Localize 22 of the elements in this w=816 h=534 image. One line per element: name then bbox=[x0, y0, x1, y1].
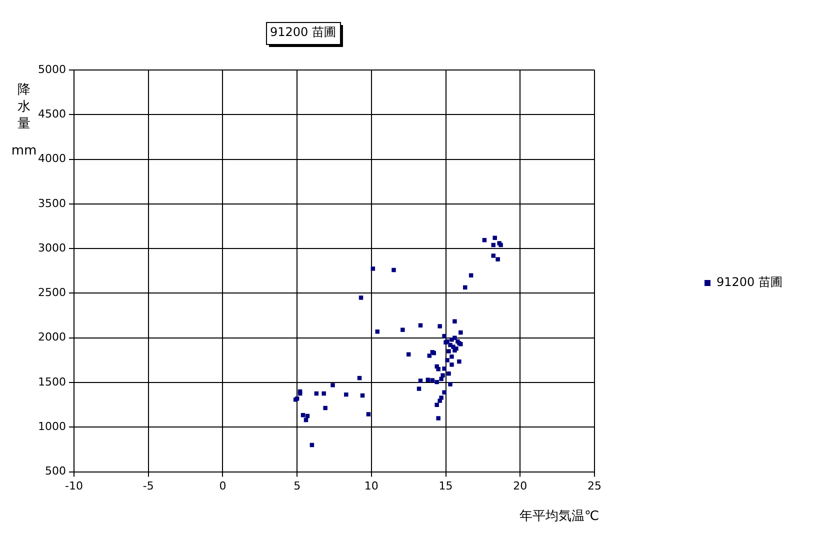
y-tick-label: 3000 bbox=[38, 241, 66, 254]
y-tick-label: 1000 bbox=[38, 420, 66, 434]
x-tick-label: 20 bbox=[513, 479, 528, 492]
x-tick-label: 0 bbox=[219, 479, 226, 492]
x-tick-label: -10 bbox=[65, 479, 83, 492]
x-tick-label: 5 bbox=[294, 479, 301, 492]
x-tick-label: 25 bbox=[588, 479, 602, 492]
y-tick-label: 2000 bbox=[38, 330, 66, 344]
x-tick-label: -5 bbox=[142, 479, 154, 492]
x-tick-label: 15 bbox=[438, 479, 453, 492]
chart-title: 91200 苗圃 bbox=[270, 25, 336, 40]
x-axis-title: 年平均気温℃ bbox=[520, 509, 600, 524]
y-tick-label: 4000 bbox=[38, 152, 66, 166]
y-tick-label: 4500 bbox=[38, 108, 66, 121]
y-tick-label: 2500 bbox=[38, 286, 66, 300]
y-tick-label: 1500 bbox=[38, 375, 66, 388]
legend-label: 91200 苗圃 bbox=[716, 275, 782, 290]
x-tick-label: 10 bbox=[364, 479, 378, 492]
y-axis-title: 降水量 mm bbox=[11, 82, 37, 158]
y-tick-label: 5000 bbox=[38, 62, 66, 76]
y-tick-label: 3500 bbox=[38, 196, 66, 210]
y-tick-label: 500 bbox=[45, 464, 66, 478]
